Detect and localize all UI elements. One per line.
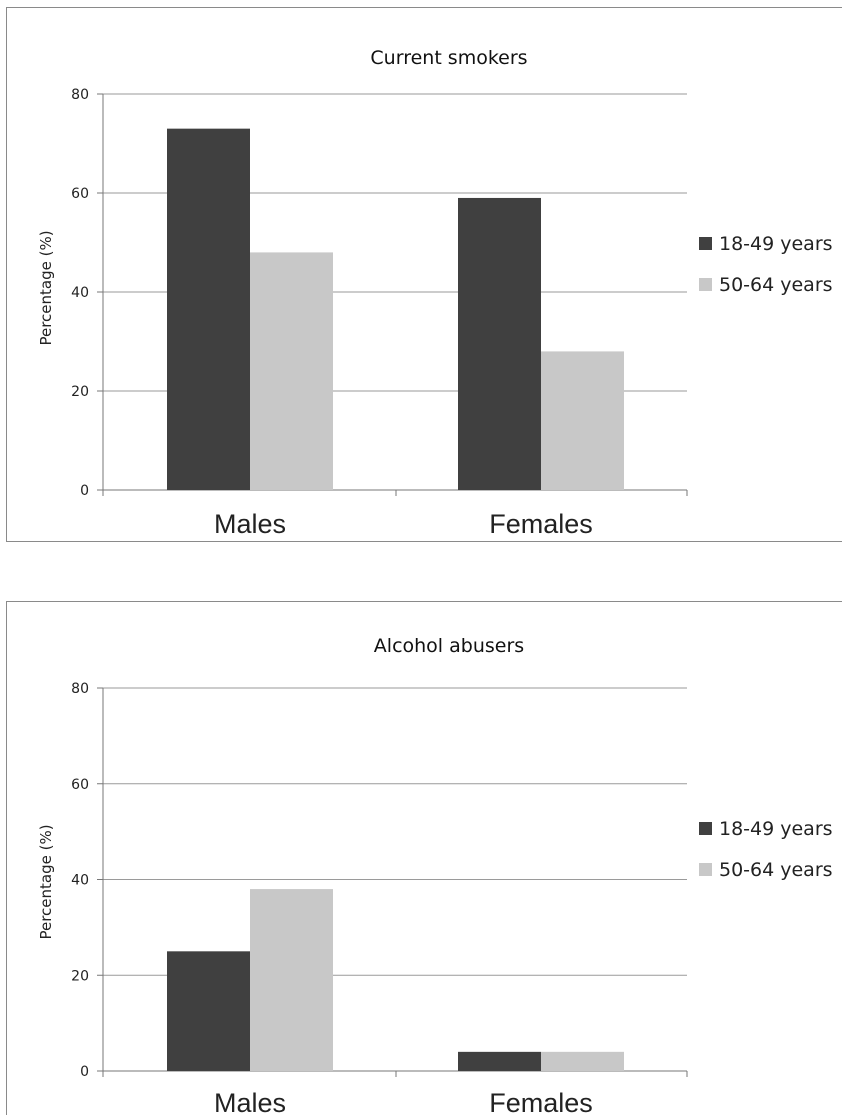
chart-panel-alcohol-abusers: Alcohol abusers Percentage (%) 0 20 40 60 80…	[6, 601, 842, 1116]
y-tick-label: 80	[71, 681, 89, 697]
y-tick-label: 60	[71, 186, 89, 202]
current-smokers-chart: Current smokers Percentage (%) 0 20 40 60 80…	[37, 47, 833, 539]
legend-label: 50-64 years	[719, 274, 833, 296]
y-tick-label: 60	[71, 777, 89, 793]
bar-males-50-64	[250, 252, 333, 490]
x-category-label: Females	[489, 509, 593, 539]
y-tick-label: 0	[80, 1064, 89, 1080]
bar-females-50-64	[541, 1051, 624, 1071]
chart-title: Alcohol abusers	[374, 635, 524, 657]
legend-swatch	[699, 863, 712, 876]
alcohol-abusers-chart: Alcohol abusers Percentage (%) 0 20 40 60 80…	[37, 635, 833, 1116]
y-axis-label: Percentage (%)	[37, 230, 55, 345]
y-tick-label: 80	[71, 87, 89, 103]
legend-label: 18-49 years	[719, 818, 833, 840]
x-category-label: Females	[489, 1088, 593, 1116]
bar-females-50-64	[541, 351, 624, 490]
bar-females-18-49	[458, 1051, 541, 1071]
y-tick-label: 40	[71, 873, 89, 889]
y-tick-label: 40	[71, 285, 89, 301]
x-category-label: Males	[214, 509, 286, 539]
y-axis-label: Percentage (%)	[37, 824, 55, 939]
bar-males-18-49	[167, 951, 250, 1071]
legend-swatch	[699, 278, 712, 291]
bar-males-18-49	[167, 128, 250, 490]
bar-females-18-49	[458, 197, 541, 490]
y-tick-label: 20	[71, 384, 89, 400]
legend-swatch	[699, 822, 712, 835]
x-category-label: Males	[214, 1088, 286, 1116]
legend-label: 50-64 years	[719, 859, 833, 881]
legend-label: 18-49 years	[719, 233, 833, 255]
bar-males-50-64	[250, 889, 333, 1071]
y-tick-label: 20	[71, 968, 89, 984]
chart-panel-current-smokers: Current smokers Percentage (%) 0 20 40 60 80…	[6, 7, 842, 542]
chart-title: Current smokers	[370, 47, 527, 69]
legend-swatch	[699, 237, 712, 250]
y-tick-label: 0	[80, 483, 89, 499]
